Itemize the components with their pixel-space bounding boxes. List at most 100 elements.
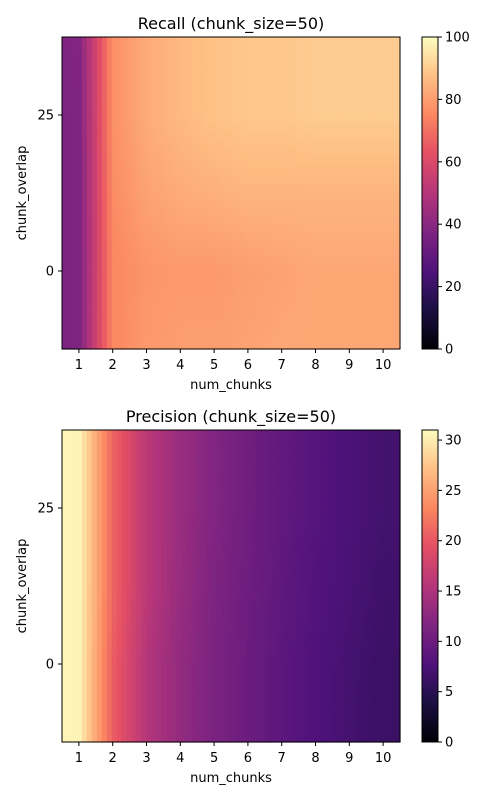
heatmap-cell	[265, 44, 272, 54]
heatmap-cell	[66, 224, 73, 233]
heatmap-cell	[101, 333, 108, 342]
heatmap-cell	[231, 609, 237, 618]
heatmap-cell	[240, 570, 247, 579]
heatmap-cell	[325, 341, 332, 350]
heatmap-cell	[290, 469, 297, 478]
heatmap-cell	[76, 169, 83, 178]
heatmap-cell	[121, 632, 128, 642]
heatmap-cell	[171, 310, 177, 319]
heatmap-cell	[146, 578, 153, 587]
heatmap-cell	[235, 625, 242, 634]
heatmap-cell	[86, 469, 93, 478]
heatmap-cell	[86, 453, 93, 462]
heatmap-cell	[216, 609, 222, 618]
heatmap-cell	[390, 461, 396, 470]
heatmap-cell	[390, 539, 396, 548]
heatmap-cell	[66, 76, 73, 85]
heatmap-cell	[340, 547, 346, 556]
heatmap-cell	[121, 554, 128, 564]
heatmap-cell	[71, 99, 78, 108]
heatmap-cell	[375, 317, 381, 327]
heatmap-cell	[221, 461, 227, 470]
heatmap-cell	[355, 83, 361, 93]
heatmap-cell	[300, 648, 307, 657]
heatmap-cell	[250, 656, 257, 665]
heatmap-cell	[161, 648, 167, 657]
heatmap-cell	[136, 664, 143, 673]
heatmap-cell	[206, 554, 212, 564]
heatmap-cell	[161, 115, 167, 124]
heatmap-cell	[340, 76, 346, 85]
heatmap-cell	[146, 44, 153, 54]
heatmap-cell	[285, 664, 292, 673]
heatmap-cell	[370, 146, 376, 155]
heatmap-cell	[121, 593, 128, 603]
heatmap-cell	[235, 99, 242, 108]
heatmap-cell	[186, 200, 192, 210]
heatmap-cell	[320, 286, 327, 295]
heatmap-cell	[295, 523, 302, 532]
heatmap-cell	[216, 586, 222, 595]
heatmap-cell	[345, 193, 351, 202]
x-axis-label: num_chunks	[190, 378, 272, 393]
heatmap-cell	[250, 239, 257, 249]
heatmap-cell	[226, 302, 232, 311]
heatmap-cell	[106, 122, 113, 132]
heatmap-cell	[360, 239, 366, 249]
heatmap-cell	[295, 169, 302, 178]
heatmap-cell	[320, 586, 327, 595]
heatmap-cell	[255, 640, 262, 649]
heatmap-cell	[151, 554, 158, 564]
heatmap-cell	[390, 146, 396, 155]
heatmap-cell	[355, 586, 361, 595]
heatmap-cell	[270, 310, 277, 319]
heatmap-cell	[245, 68, 252, 77]
heatmap-cell	[71, 239, 78, 249]
heatmap-cell	[136, 617, 143, 626]
heatmap-cell	[201, 52, 207, 61]
heatmap-cell	[166, 271, 172, 280]
heatmap-cell	[240, 232, 247, 241]
heatmap-cell	[141, 91, 148, 100]
heatmap-cell	[305, 484, 312, 493]
heatmap-cell	[136, 216, 143, 225]
heatmap-cell	[66, 453, 73, 462]
heatmap-cell	[305, 146, 312, 155]
heatmap-cell	[231, 294, 237, 303]
heatmap-cell	[186, 37, 192, 46]
heatmap-cell	[260, 115, 267, 124]
heatmap-cell	[275, 500, 282, 509]
heatmap-cell	[285, 539, 292, 548]
heatmap-cell	[176, 430, 182, 439]
heatmap-cell	[136, 325, 143, 334]
heatmap-cell	[171, 325, 177, 334]
heatmap-cell	[260, 531, 267, 540]
heatmap-cell	[101, 161, 108, 171]
heatmap-cell	[355, 562, 361, 571]
heatmap-cell	[255, 656, 262, 665]
heatmap-cell	[295, 232, 302, 241]
heatmap-cell	[395, 99, 401, 108]
heatmap-cell	[226, 60, 232, 69]
heatmap-cell	[211, 554, 217, 564]
heatmap-cell	[171, 341, 177, 350]
heatmap-cell	[146, 68, 153, 77]
heatmap-cell	[320, 656, 327, 665]
heatmap-cell	[375, 586, 381, 595]
heatmap-cell	[186, 216, 192, 225]
heatmap-cell	[62, 601, 68, 610]
heatmap-cell	[71, 430, 78, 439]
heatmap-cell	[191, 625, 197, 634]
heatmap-cell	[240, 169, 247, 178]
heatmap-cell	[350, 593, 356, 603]
heatmap-cell	[345, 609, 351, 618]
heatmap-cell	[191, 60, 197, 69]
heatmap-cell	[126, 224, 133, 233]
heatmap-cell	[390, 484, 396, 493]
heatmap-cell	[265, 601, 272, 610]
heatmap-cell	[295, 52, 302, 61]
heatmap-cell	[360, 515, 366, 525]
heatmap-cell	[86, 247, 93, 256]
heatmap-cell	[176, 648, 182, 657]
heatmap-cell	[171, 115, 177, 124]
